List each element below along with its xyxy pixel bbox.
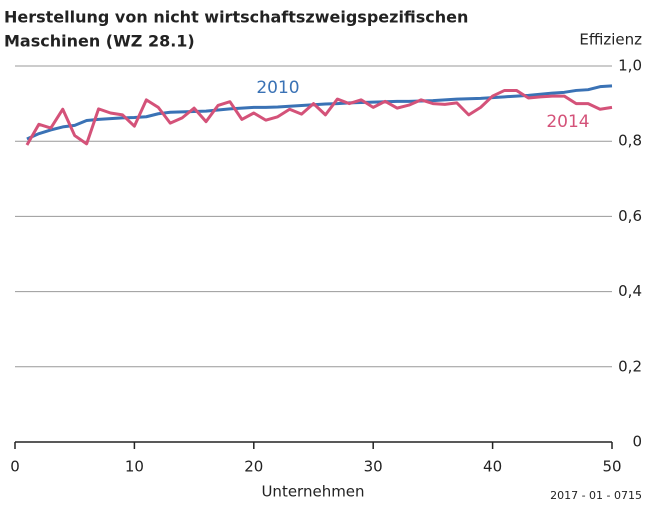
x-tick-label: 10 bbox=[125, 458, 144, 476]
y-tick-label: 0,4 bbox=[618, 282, 642, 300]
y-axis-label: Effizienz bbox=[579, 31, 642, 49]
series-label: 2010 bbox=[256, 78, 299, 98]
chart-title: Maschinen (WZ 28.1) bbox=[4, 32, 195, 51]
y-tick-label: 0 bbox=[632, 433, 642, 451]
x-tick-label: 30 bbox=[364, 458, 383, 476]
source-note: 2017 - 01 - 0715 bbox=[550, 489, 642, 502]
chart-title: Herstellung von nicht wirtschaftszweigsp… bbox=[4, 8, 468, 27]
x-axis-label: Unternehmen bbox=[261, 483, 364, 501]
x-tick-label: 0 bbox=[10, 458, 20, 476]
data-line bbox=[25, 88, 613, 146]
y-tick-label: 0,6 bbox=[618, 207, 642, 225]
y-tick-label: 0,2 bbox=[618, 357, 642, 375]
series-label: 2014 bbox=[546, 112, 589, 132]
x-tick-label: 50 bbox=[602, 458, 621, 476]
y-tick-label: 1,0 bbox=[618, 57, 642, 75]
y-tick-label: 0,8 bbox=[618, 132, 642, 150]
x-tick-label: 20 bbox=[244, 458, 263, 476]
x-tick-label: 40 bbox=[483, 458, 502, 476]
